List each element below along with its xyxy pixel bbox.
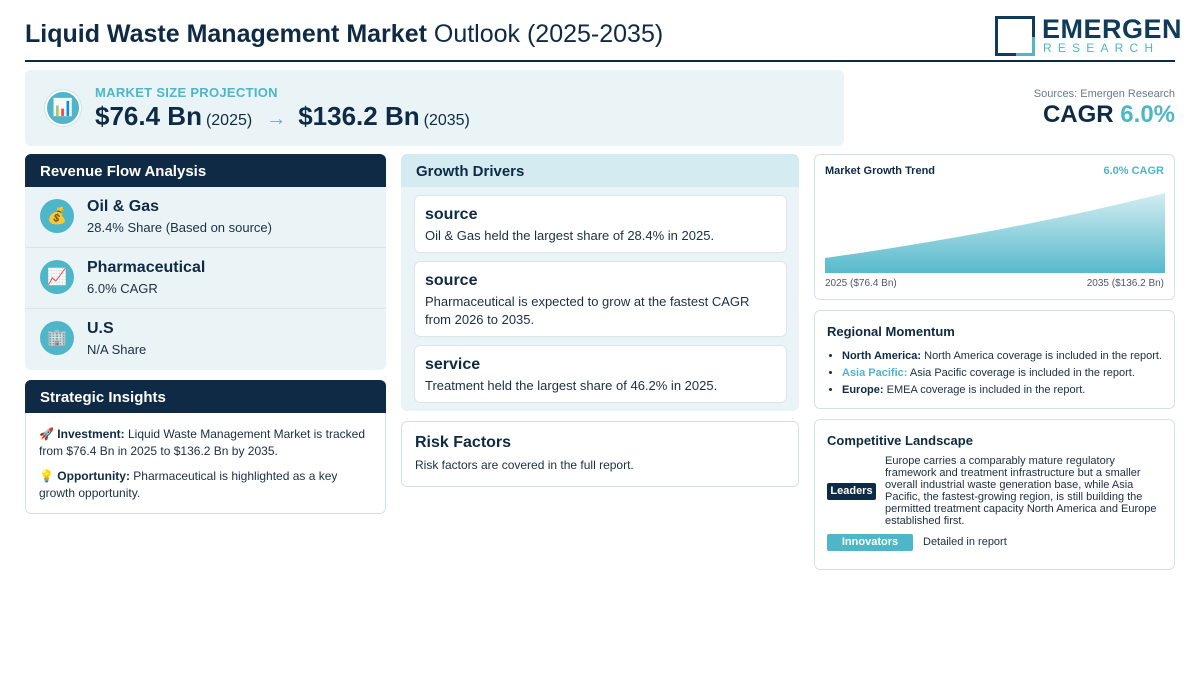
trend-title: Market Growth Trend <box>825 165 936 177</box>
regional-momentum-panel: Regional Momentum North America: North A… <box>814 310 1175 409</box>
opportunity-insight: 💡 Opportunity: Pharmaceutical is highlig… <box>39 468 374 502</box>
trend-end-label: 2035 ($136.2 Bn) <box>1086 278 1164 289</box>
emergen-logo: EMERGEN RESEARCH <box>995 14 1182 56</box>
region-list: North America: North America coverage is… <box>842 348 1172 399</box>
strategic-insights-title: Strategic Insights <box>25 380 386 413</box>
trend-start-label: 2025 ($76.4 Bn) <box>825 278 897 289</box>
innovators-text: Detailed in report <box>923 536 1007 548</box>
market-trend-panel: Market Growth Trend 6.0% CAGR 2025 ($76.… <box>814 154 1175 300</box>
sources-text: Sources: Emergen Research <box>1033 88 1175 100</box>
trend-area <box>825 193 1165 273</box>
revenue-flow-title: Revenue Flow Analysis <box>25 154 386 187</box>
growth-drivers-title: Growth Drivers <box>401 154 799 187</box>
growth-drivers-panel: Growth Drivers source Oil & Gas held the… <box>401 154 799 411</box>
leaders-badge: Leaders <box>827 483 876 500</box>
end-value: $136.2 Bn <box>298 101 420 131</box>
list-item: Europe: EMEA coverage is included in the… <box>842 382 1172 399</box>
driver-card-text: Treatment held the largest share of 46.2… <box>425 378 718 393</box>
logo-sub-text: RESEARCH <box>1043 41 1160 55</box>
trend-cagr: 6.0% CAGR <box>1103 165 1164 177</box>
driver-card: source Oil & Gas held the largest share … <box>414 195 787 253</box>
bar-chart-icon: 📊 <box>45 90 81 126</box>
risk-factors-text: Risk factors are covered in the full rep… <box>415 458 634 472</box>
driver-card-title: source <box>425 206 478 223</box>
revenue-item: 💰 Oil & Gas 28.4% Share (Based on source… <box>25 187 386 248</box>
investment-insight: 🚀 Investment: Liquid Waste Management Ma… <box>39 426 374 460</box>
arrow-right-icon: → <box>266 108 287 130</box>
driver-card: source Pharmaceutical is expected to gro… <box>414 261 787 337</box>
driver-card-text: Oil & Gas held the largest share of 28.4… <box>425 228 715 243</box>
trend-chart <box>825 193 1165 273</box>
page-title: Liquid Waste Management Market Outlook (… <box>25 20 663 49</box>
risk-factors-panel: Risk Factors Risk factors are covered in… <box>401 421 799 487</box>
region-label: North America: <box>842 350 922 362</box>
opportunity-text: Pharmaceutical is highlighted as a key g… <box>39 469 338 500</box>
driver-card: service Treatment held the largest share… <box>414 345 787 403</box>
opportunity-label: Opportunity: <box>57 469 130 483</box>
market-size-label: MARKET SIZE PROJECTION <box>95 85 278 100</box>
cagr-value: 6.0% <box>1120 101 1175 128</box>
revenue-item-name: U.S <box>87 320 114 337</box>
title-strong: Liquid Waste Management Market <box>25 20 427 48</box>
cagr-summary: CAGR 6.0% <box>1043 101 1175 129</box>
revenue-item-name: Oil & Gas <box>87 198 160 215</box>
list-item: North America: North America coverage is… <box>842 348 1172 365</box>
end-year: (2035) <box>423 112 470 129</box>
rocket-icon: 🚀 <box>39 427 54 441</box>
page-header: Liquid Waste Management Market Outlook (… <box>25 12 1182 62</box>
logo-main-text: EMERGEN <box>1042 14 1183 44</box>
region-text: North America coverage is included in th… <box>924 350 1162 362</box>
cagr-label: CAGR <box>1042 101 1114 128</box>
list-item: Asia Pacific: Asia Pacific coverage is i… <box>842 365 1172 382</box>
revenue-item-sub: N/A Share <box>87 342 147 357</box>
logo-mark-icon <box>995 16 1035 56</box>
title-light: Outlook (2025-2035) <box>433 20 664 48</box>
driver-card-title: source <box>425 272 478 289</box>
regional-momentum-title: Regional Momentum <box>827 324 955 339</box>
innovators-badge: Innovators <box>827 534 913 551</box>
region-label: Asia Pacific: <box>842 367 908 379</box>
driver-card-title: service <box>425 356 481 373</box>
competitive-landscape-panel: Competitive Landscape Leaders Europe car… <box>814 419 1175 570</box>
leaders-text: Europe carries a comparably mature regul… <box>885 455 1157 527</box>
lightbulb-icon: 💡 <box>39 469 54 483</box>
market-size-values: $76.4 Bn (2025) → $136.2 Bn (2035) <box>95 101 470 132</box>
risk-factors-title: Risk Factors <box>415 434 512 451</box>
revenue-item: 📈 Pharmaceutical 6.0% CAGR <box>25 248 386 309</box>
building-icon: 🏢 <box>40 321 74 355</box>
investment-text: Liquid Waste Management Market is tracke… <box>39 427 365 458</box>
competitive-landscape-title: Competitive Landscape <box>827 433 973 448</box>
start-year: (2025) <box>205 112 253 129</box>
trend-chart-icon: 📈 <box>40 260 74 294</box>
revenue-item-sub: 28.4% Share (Based on source) <box>87 220 272 235</box>
revenue-flow-panel: Revenue Flow Analysis 💰 Oil & Gas 28.4% … <box>25 154 386 370</box>
region-label: Europe: <box>842 384 884 396</box>
revenue-item-name: Pharmaceutical <box>87 259 206 276</box>
driver-card-text: Pharmaceutical is expected to grow at th… <box>425 294 750 327</box>
revenue-item: 🏢 U.S N/A Share <box>25 309 386 370</box>
money-bag-icon: 💰 <box>40 199 74 233</box>
investment-label: Investment: <box>57 427 125 441</box>
revenue-item-sub: 6.0% CAGR <box>87 281 158 296</box>
region-text: Asia Pacific coverage is included in the… <box>909 367 1135 379</box>
strategic-insights-panel: Strategic Insights 🚀 Investment: Liquid … <box>25 380 386 514</box>
market-size-banner: 📊 MARKET SIZE PROJECTION $76.4 Bn (2025) →… <box>25 70 844 146</box>
start-value: $76.4 Bn <box>95 101 202 131</box>
region-text: EMEA coverage is included in the report. <box>886 384 1086 396</box>
